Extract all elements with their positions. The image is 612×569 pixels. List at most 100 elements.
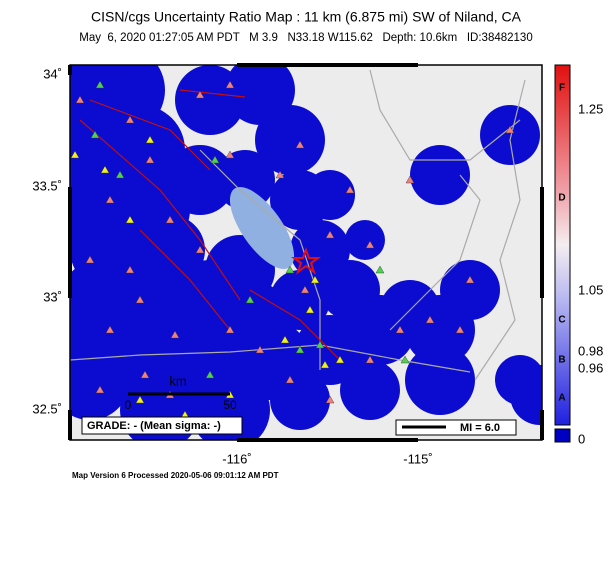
coverage-circle — [410, 145, 470, 205]
grade-letter: D — [558, 193, 565, 204]
lat-label: 33˚ — [43, 289, 62, 304]
coverage-circle — [215, 150, 275, 210]
coverage-circle — [305, 170, 355, 220]
station — [505, 125, 515, 134]
colorbar-label: 0 — [578, 431, 585, 446]
coverage-circle — [255, 105, 325, 175]
station — [375, 265, 385, 274]
station — [395, 325, 405, 334]
station — [75, 95, 85, 104]
station — [95, 80, 105, 89]
colorbar-label: 1.25 — [578, 101, 603, 116]
colorbar-label: 0.98 — [578, 343, 603, 358]
station — [365, 355, 375, 364]
station — [455, 325, 465, 334]
station — [465, 275, 475, 284]
station — [335, 355, 345, 364]
station — [115, 170, 125, 179]
station — [295, 345, 305, 354]
station — [95, 385, 105, 394]
coverage-circle — [70, 305, 125, 375]
station — [100, 165, 110, 174]
frame-ticks — [68, 63, 544, 442]
coverage-circle — [440, 260, 500, 320]
station — [405, 175, 415, 184]
station — [145, 135, 155, 144]
station — [225, 80, 235, 89]
station — [315, 340, 325, 349]
road — [199, 149, 321, 370]
station — [105, 325, 115, 334]
stations — [70, 80, 515, 419]
lat-label: 32.5˚ — [32, 401, 62, 416]
station — [400, 355, 410, 364]
station — [105, 195, 115, 204]
road — [70, 344, 471, 373]
colorbar-label: 1.05 — [578, 282, 603, 297]
coverage-circle — [270, 370, 330, 430]
station — [225, 325, 235, 334]
magnitude-legend-box — [395, 419, 517, 436]
station — [245, 295, 255, 304]
lat-label: 34˚ — [43, 66, 62, 81]
station — [140, 370, 150, 379]
coverage-circle — [345, 220, 385, 260]
station — [320, 360, 330, 369]
station — [170, 330, 180, 339]
grade-letter: B — [558, 355, 565, 366]
station — [285, 375, 295, 384]
station — [125, 215, 135, 224]
lon-label: -116˚ — [222, 451, 251, 466]
station — [310, 275, 320, 284]
station — [135, 295, 145, 304]
epicenter — [290, 247, 322, 275]
scale-start: 0 — [125, 398, 132, 412]
station — [255, 345, 265, 354]
station — [300, 285, 310, 294]
station — [325, 230, 335, 239]
fault — [79, 119, 241, 301]
grade: GRADE: - (Mean sigma: -) — [87, 420, 221, 432]
station — [345, 185, 355, 194]
station — [305, 305, 315, 314]
station — [425, 315, 435, 324]
fault — [89, 99, 211, 171]
grade-letter: C — [558, 315, 565, 326]
station — [145, 155, 155, 164]
coverage-circle — [405, 345, 475, 415]
coverage-circle — [340, 360, 400, 420]
fault — [249, 289, 341, 361]
road — [369, 69, 521, 161]
station — [325, 395, 335, 404]
colorbar-floor — [554, 428, 571, 443]
station — [90, 130, 100, 139]
fault — [139, 229, 231, 331]
station — [295, 140, 305, 149]
faults — [79, 89, 341, 361]
road — [389, 174, 481, 331]
scale-unit: km — [169, 373, 186, 388]
station — [125, 265, 135, 274]
station — [205, 370, 215, 379]
footer: Map Version 6 Processed 2020-05-06 09:01… — [72, 471, 279, 480]
station — [125, 115, 135, 124]
grade-letter: A — [558, 393, 565, 404]
station — [70, 150, 80, 159]
station — [195, 245, 205, 254]
title: CISN/cgs Uncertainty Ratio Map : 11 km (… — [91, 9, 522, 25]
station — [195, 90, 205, 99]
grade-box — [81, 416, 243, 435]
magnitude-legend: MI = 6.0 — [460, 422, 500, 434]
subtitle: May 6, 2020 01:27:05 AM PDT M 3.9 N33.18… — [79, 32, 532, 44]
grade-letter: F — [559, 83, 565, 94]
station — [365, 240, 375, 249]
map-area: km 0 50 GRADE: - (Mean sigma: -) MI = 6.… — [70, 65, 542, 440]
station — [285, 265, 295, 274]
lat-label: 33.5˚ — [32, 178, 62, 193]
station — [135, 395, 145, 404]
colorbar-label: 0.96 — [578, 360, 603, 375]
station — [165, 215, 175, 224]
station — [85, 255, 95, 264]
